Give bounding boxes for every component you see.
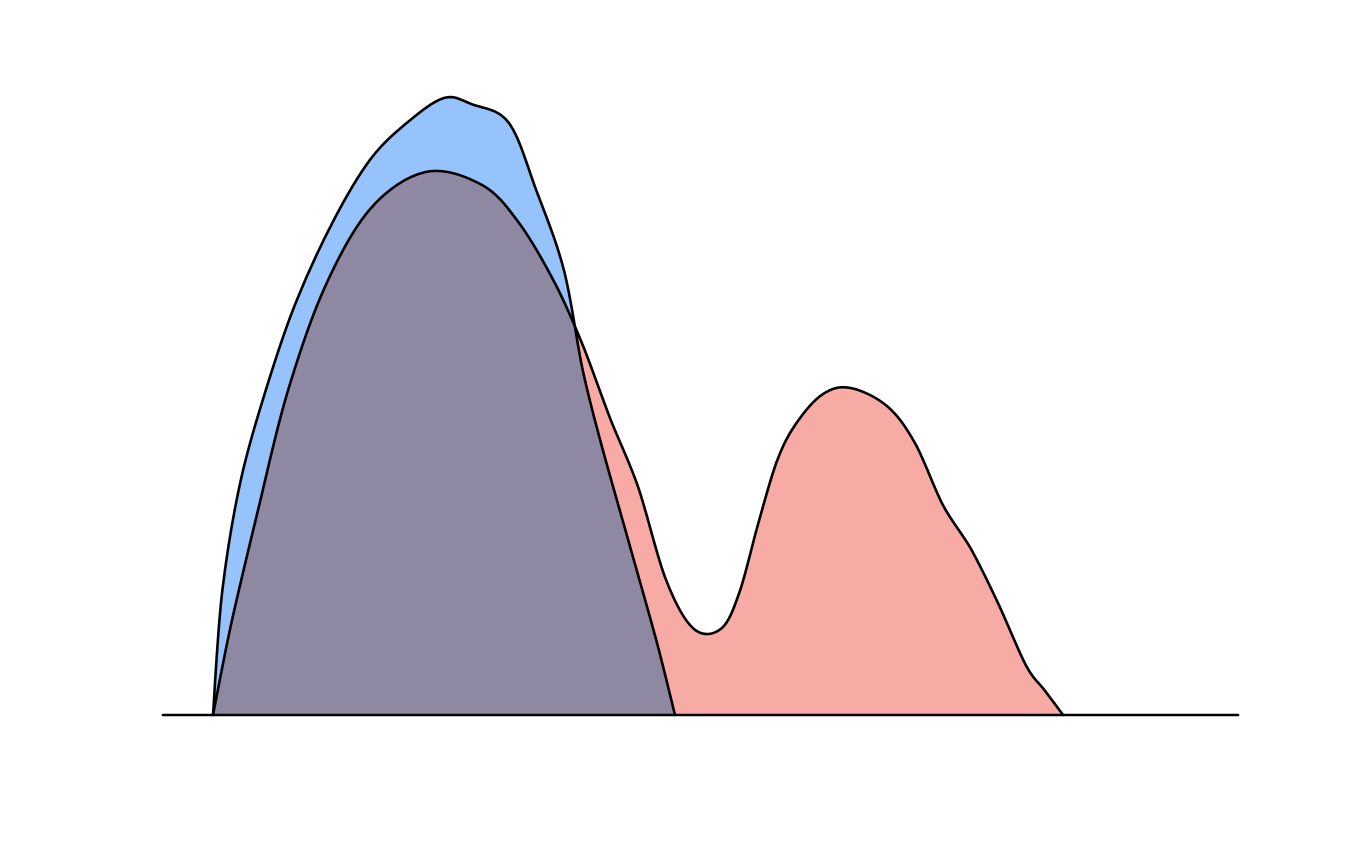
- density-outline-1: [211, 169, 1065, 717]
- density-overlap-area: [213, 171, 675, 715]
- density-outline-2: [211, 95, 677, 717]
